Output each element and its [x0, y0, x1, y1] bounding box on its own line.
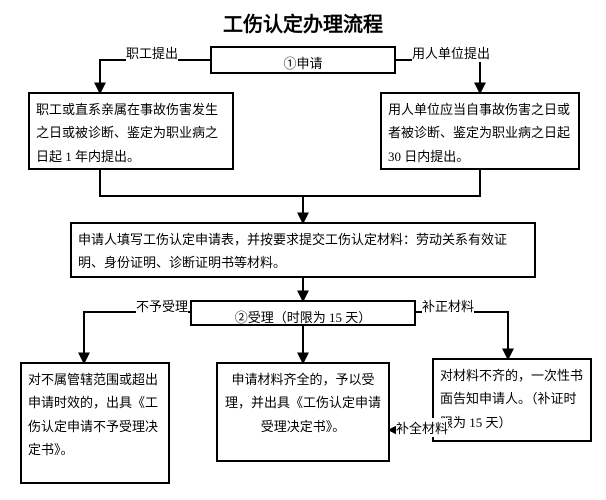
box-reject: 对不属管辖范围或超出申请时效的，出具《工伤认定申请不予受理决定书》。 — [20, 362, 170, 484]
box-accept: ②受理（时限为 15 天） — [190, 300, 416, 326]
page-title: 工伤认定办理流程 — [0, 8, 606, 37]
box-apply: ①申请 — [210, 46, 396, 74]
box-worker: 职工或直系亲属在事故伤害发生之日或被诊断、鉴定为职业病之日起 1 年内提出。 — [28, 92, 234, 170]
box-incomplete: 对材料不齐的，一次性书面告知申请人。（补证时限为 15 天） — [432, 358, 592, 442]
box-materials: 申请人填写工伤认定申请表，并按要求提交工伤认定材料：劳动关系有效证明、身份证明、… — [70, 222, 536, 278]
label-supplement2: 补全材料 — [396, 418, 448, 437]
label-supplement: 补正材料 — [422, 296, 474, 315]
label-employer-submit: 用人单位提出 — [412, 43, 490, 62]
box-ok: 申请材料齐全的，予以受理，并出具《工伤认定申请受理决定书》。 — [216, 362, 390, 462]
label-not-accept: 不予受理 — [136, 296, 188, 315]
box-employer: 用人单位应当自事故伤害之日或者被诊断、鉴定为职业病之日起 30 日内提出。 — [380, 92, 580, 170]
label-worker-submit: 职工提出 — [126, 43, 178, 62]
